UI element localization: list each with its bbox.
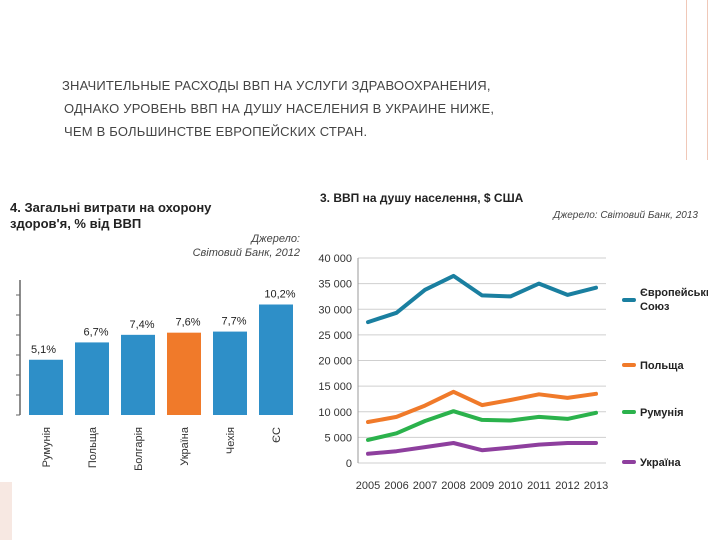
bar [167, 332, 201, 415]
line-series-path [366, 441, 598, 456]
line-point [395, 450, 398, 453]
line-chart-y-tick-label: 25 000 [318, 330, 352, 342]
line-chart-x-tick-label: 2011 [527, 480, 551, 492]
line-chart-x-tick-label: 2010 [498, 480, 522, 492]
line-chart-x-tick-label: 2006 [384, 480, 408, 492]
health-spending-bar-chart: 4. Загальні витрати на охорону здоров'я,… [10, 200, 300, 471]
slide-title-line-3: ЧЕМ В БОЛЬШИНСТВЕ ЕВРОПЕЙСКИХ СТРАН. [64, 124, 368, 139]
slide-border-decoration-left [0, 482, 12, 540]
line-point [566, 293, 569, 297]
bar [29, 359, 63, 415]
line-point [480, 448, 484, 452]
line-point [452, 274, 455, 278]
legend-label: Європейський [640, 287, 708, 299]
line-chart-x-tick-label: 2008 [441, 480, 465, 492]
line-chart-x-tick-label: 2013 [584, 480, 608, 492]
line-point [480, 294, 484, 297]
line-chart-grid [358, 257, 606, 464]
bar [121, 334, 155, 415]
line-point [594, 411, 598, 414]
bar-chart-axis [16, 280, 21, 416]
line-point [452, 390, 455, 393]
bar-value-label: 7,4% [129, 319, 154, 331]
slide-title-line-1: ЗНАЧИТЕЛЬНЫЕ РАСХОДЫ ВВП НА УСЛУГИ ЗДРАВ… [62, 78, 491, 93]
line-chart-y-tick-label: 30 000 [318, 304, 352, 316]
line-point [423, 288, 427, 291]
bar-chart-title-line-2: здоров'я, % від ВВП [10, 216, 141, 231]
bar-category-label: Чехія [225, 427, 237, 454]
line-point [395, 311, 398, 315]
line-point [509, 446, 512, 449]
gdp-per-capita-line-chart: 3. ВВП на душу населення, $ США Джерело:… [318, 191, 708, 492]
line-chart-x-tick-label: 2012 [555, 480, 579, 492]
bar-chart-title-line-1: 4. Загальні витрати на охорону [10, 200, 212, 215]
line-chart-y-tick-label: 40 000 [318, 253, 352, 265]
line-point [537, 282, 541, 285]
legend-label: Польща [640, 360, 685, 372]
line-point [423, 404, 427, 407]
line-chart-title: 3. ВВП на душу населення, $ США [320, 191, 524, 205]
line-point [566, 417, 569, 421]
line-point [509, 419, 512, 422]
line-point [452, 441, 455, 445]
bar-chart-source-line-1: Джерело: [249, 233, 300, 245]
bar-value-label: 10,2% [264, 289, 295, 301]
line-point [366, 452, 370, 455]
line-point [566, 441, 569, 445]
line-chart-x-tick-label: 2007 [413, 480, 437, 492]
bar-category-label: Польща [87, 426, 99, 468]
bar-category-label: ЄС [271, 427, 283, 443]
bar [259, 304, 293, 415]
line-point [395, 415, 398, 419]
line-point [509, 398, 512, 402]
bar [213, 331, 247, 415]
line-point [537, 393, 541, 396]
line-point [594, 286, 598, 289]
line-point [537, 415, 541, 419]
line-chart-axis: 0 5 000 10 000 15 000 20 000 25 000 30 000 35 0… [318, 253, 608, 492]
bar-category-label: Румунія [41, 427, 53, 467]
line-chart-x-tick-label: 2009 [470, 480, 494, 492]
line-point [566, 396, 569, 400]
line-point [423, 445, 427, 449]
line-point [509, 295, 512, 298]
line-point [423, 419, 427, 423]
slide-title-line-2: ОДНАКО УРОВЕНЬ ВВП НА ДУШУ НАСЕЛЕНИЯ В У… [64, 101, 495, 116]
line-chart-y-tick-label: 0 [346, 458, 352, 470]
line-point [366, 420, 370, 424]
line-series-path [366, 273, 598, 325]
bar-category-label: Україна [179, 426, 191, 466]
line-chart-y-tick-label: 10 000 [318, 407, 352, 419]
line-point [395, 432, 398, 435]
line-chart-y-tick-label: 35 000 [318, 279, 352, 291]
line-point [480, 418, 484, 422]
bar-value-label: 7,6% [175, 317, 200, 329]
line-point [480, 403, 484, 407]
line-chart-x-tick-label: 2005 [356, 480, 380, 492]
line-chart-series [366, 273, 598, 456]
bar-value-label: 5,1% [31, 344, 56, 356]
line-point [366, 320, 370, 324]
line-point [366, 438, 370, 442]
legend-label: Союз [640, 301, 670, 313]
line-chart-y-tick-label: 5 000 [324, 432, 352, 444]
legend-label: Україна [640, 457, 682, 469]
slide-border-decoration-right [686, 0, 708, 160]
line-chart-y-tick-label: 20 000 [318, 356, 352, 368]
line-point [594, 441, 598, 445]
line-point [452, 410, 455, 413]
line-point [537, 443, 541, 446]
bar-value-label: 7,7% [221, 316, 246, 328]
bar-chart-source-line-2: Світовий Банк, 2012 [193, 247, 300, 259]
line-chart-source: Джерело: Світовий Банк, 2013 [552, 210, 698, 221]
bar-chart-marks: 5,1% Румунія 6,7% Польща 7,4% Болгарія 7,6% Укр… [29, 289, 296, 471]
bar-value-label: 6,7% [83, 326, 108, 338]
line-chart-legend: Європейський Союз Польща Румунія Україна [622, 287, 708, 469]
line-point [594, 392, 598, 396]
bar [75, 342, 109, 415]
line-chart-y-tick-label: 15 000 [318, 381, 352, 393]
legend-label: Румунія [640, 407, 684, 419]
bar-category-label: Болгарія [133, 427, 145, 471]
slide-title: ЗНАЧИТЕЛЬНЫЕ РАСХОДЫ ВВП НА УСЛУГИ ЗДРАВ… [62, 74, 622, 143]
